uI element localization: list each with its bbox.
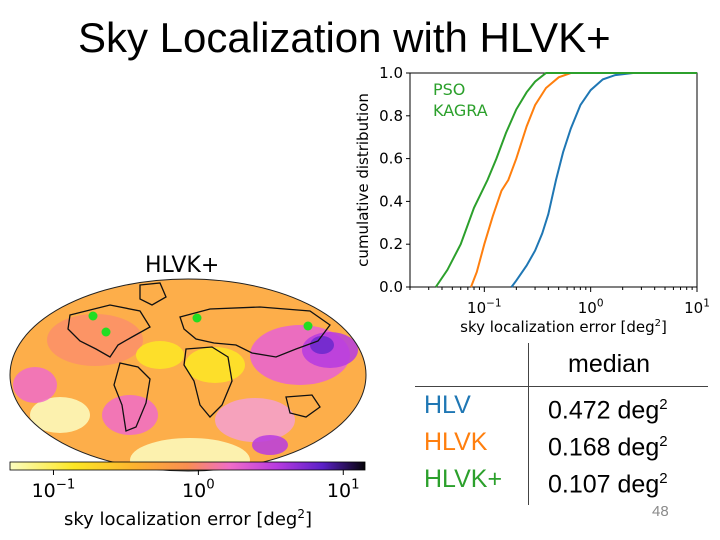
row-name-hlvk: HLVK xyxy=(424,428,488,456)
map-error-blob xyxy=(30,397,90,433)
detector-marker xyxy=(88,311,98,321)
row-name-hlvk-plus: HLVK+ xyxy=(424,465,503,493)
y-tick-label: 0.4 xyxy=(379,192,403,210)
x-tick-label: 100 xyxy=(578,297,604,317)
colorbar-tick-label: 101 xyxy=(327,477,360,502)
colorbar-tick-label: 100 xyxy=(182,477,215,502)
colorbar-tick-label: 10−1 xyxy=(32,477,76,502)
detector-marker xyxy=(303,321,313,331)
map-title: HLVK+ xyxy=(145,253,219,278)
cdf-chart: 0.0 0.2 0.4 0.6 0.8 1.0 10−1 100 101 PSO KAGRA cumu… xyxy=(354,64,710,336)
colorbar-label: sky localization error [deg2] xyxy=(64,507,312,530)
y-tick-label: 0.2 xyxy=(379,235,403,253)
sky-map-figure: HLVK+ 10−1 100 101 sky localization error [d… xyxy=(9,253,367,530)
series-line-hlvk xyxy=(470,72,697,288)
row-value-hlvk-plus: 0.107 deg2 xyxy=(548,470,668,499)
series-line-hlvk-plus xyxy=(434,72,697,288)
median-header: median xyxy=(568,350,650,378)
detector-marker xyxy=(101,327,111,337)
map-error-blob xyxy=(130,438,250,471)
table-divider-vertical xyxy=(528,343,529,505)
continent-outline xyxy=(113,362,151,432)
map-error-blob xyxy=(215,398,295,442)
x-tick-label: 101 xyxy=(684,297,710,317)
y-tick-label: 0.8 xyxy=(379,107,403,125)
continent-outline xyxy=(67,304,151,358)
pso-kagra-annotation: PSO KAGRA xyxy=(433,80,488,120)
y-tick-label: 1.0 xyxy=(379,64,403,82)
row-value-hlvk: 0.168 deg2 xyxy=(548,433,668,462)
map-error-blob xyxy=(13,367,57,403)
continent-outline xyxy=(179,306,331,358)
y-tick-label: 0.0 xyxy=(379,278,403,296)
row-value-hlv: 0.472 deg2 xyxy=(548,396,668,425)
map-error-blob xyxy=(47,314,143,366)
continent-outline xyxy=(139,282,167,306)
table-divider-horizontal xyxy=(415,386,708,387)
median-table: median HLV 0.472 deg2 HLVK 0.168 deg2 HL… xyxy=(415,343,708,505)
map-error-blob xyxy=(310,336,334,354)
map-error-blob xyxy=(136,341,184,369)
x-axis-label: sky localization error [deg2] xyxy=(460,318,667,336)
detector-marker xyxy=(192,313,202,323)
y-axis-label: cumulative distribution xyxy=(354,93,372,267)
y-tick-label: 0.6 xyxy=(379,150,403,168)
colorbar xyxy=(9,461,366,471)
row-name-hlv: HLV xyxy=(424,391,471,419)
continent-outline xyxy=(183,346,233,418)
page-number: 48 xyxy=(652,503,669,520)
map-error-blob xyxy=(102,395,158,435)
continent-outline xyxy=(285,394,321,418)
map-border xyxy=(9,278,367,472)
map-error-blob xyxy=(252,435,288,455)
series-line-hlv xyxy=(510,72,697,288)
slide-title: Sky Localization with HLVK+ xyxy=(78,14,611,61)
x-tick-label: 10−1 xyxy=(467,297,502,317)
map-error-blob xyxy=(185,347,245,383)
